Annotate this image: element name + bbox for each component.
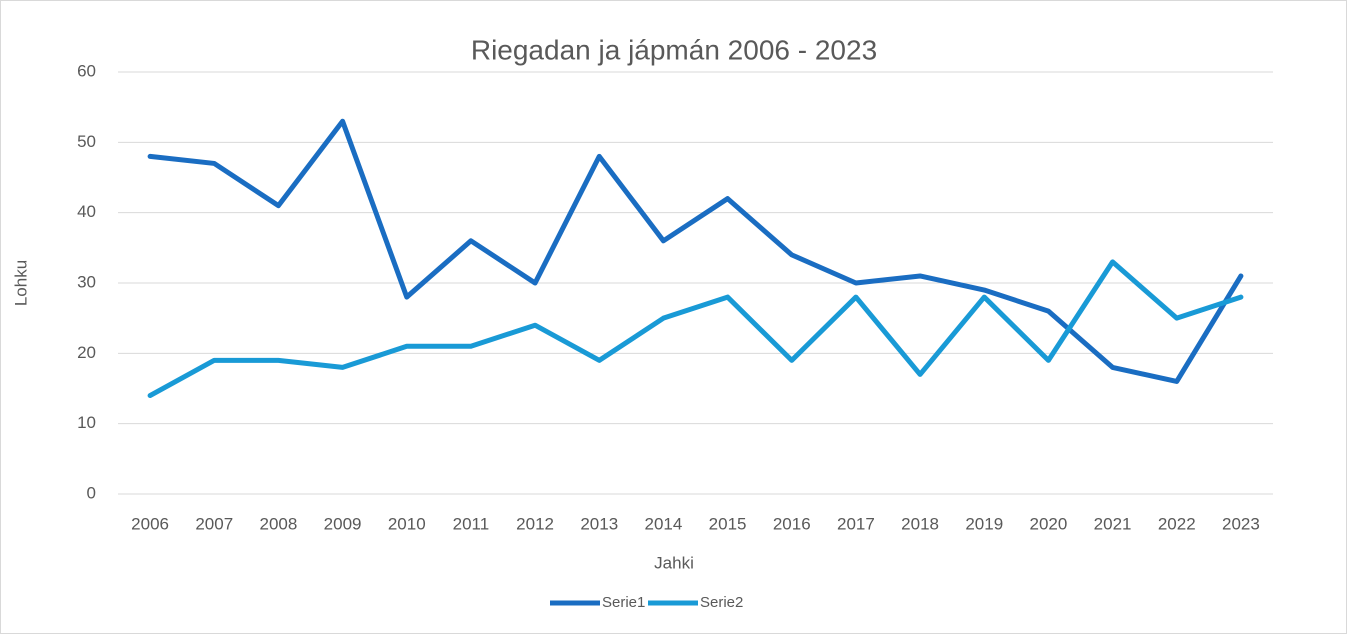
x-tick-label: 2009 [324,514,362,533]
y-axis-label: Lohku [11,260,30,306]
x-tick-label: 2016 [773,514,811,533]
x-tick-label: 2011 [453,514,490,533]
x-tick-label: 2015 [709,514,747,533]
y-tick-label: 40 [77,202,96,221]
x-tick-label: 2018 [901,514,939,533]
x-tick-label: 2022 [1158,514,1196,533]
y-tick-label: 10 [77,413,96,432]
x-tick-label: 2020 [1030,514,1068,533]
x-tick-label: 2008 [260,514,298,533]
x-tick-label: 2021 [1094,514,1132,533]
chart-title: Riegadan ja jápmán 2006 - 2023 [471,34,877,65]
data-line [147,118,1244,384]
x-tick-label: 2012 [516,514,554,533]
x-tick-label: 2010 [388,514,426,533]
x-tick-label: 2019 [965,514,1003,533]
y-tick-label: 0 [87,483,96,502]
y-tick-label: 60 [77,61,96,80]
y-tick-label: 50 [77,132,96,151]
x-tick-label: 2013 [580,514,618,533]
x-tick-label: 2007 [195,514,233,533]
data-line [147,259,1244,399]
legend-label: Serie2 [700,594,743,611]
y-tick-label: 30 [77,272,96,291]
x-tick-label: 2006 [131,514,169,533]
x-tick-label: 2023 [1222,514,1260,533]
x-tick-label: 2017 [837,514,875,533]
x-tick-label: 2014 [645,514,683,533]
legend-label: Serie1 [602,594,645,611]
y-tick-label: 20 [77,343,96,362]
x-axis-label: Jahki [654,553,694,572]
